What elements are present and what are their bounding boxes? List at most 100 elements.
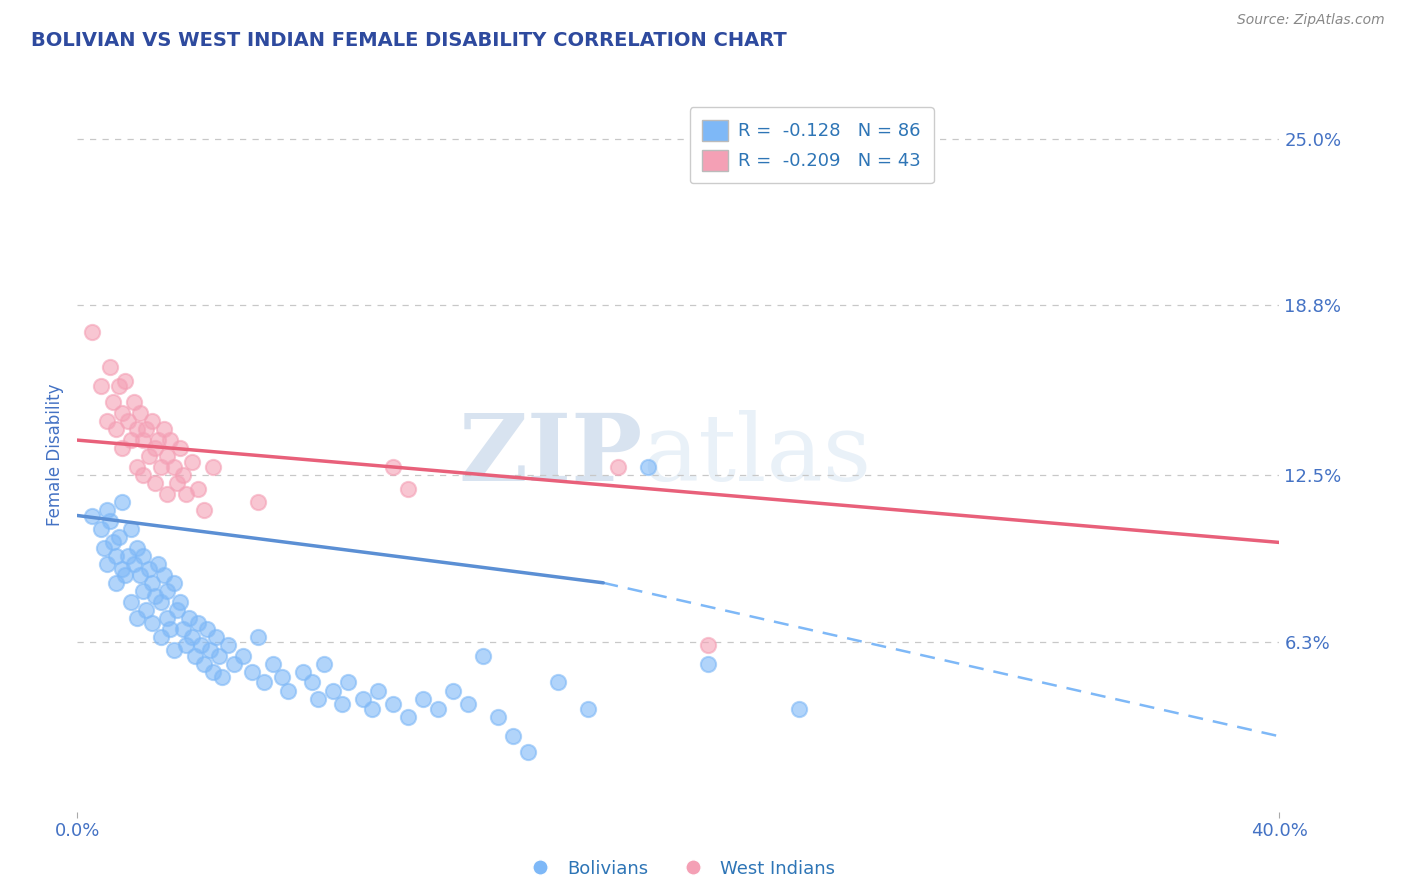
Point <box>138 450 160 464</box>
Point <box>277 683 299 698</box>
Point <box>301 675 323 690</box>
Point <box>150 595 173 609</box>
Point <box>105 422 128 436</box>
Point <box>193 503 215 517</box>
Point <box>472 648 495 663</box>
Point <box>246 495 269 509</box>
Point <box>222 657 245 671</box>
Point <box>117 414 139 428</box>
Point <box>381 697 404 711</box>
Legend: Bolivians, West Indians: Bolivians, West Indians <box>515 853 842 885</box>
Point <box>270 670 292 684</box>
Point <box>246 630 269 644</box>
Point <box>486 710 509 724</box>
Point <box>156 583 179 598</box>
Point <box>145 589 167 603</box>
Point <box>114 374 136 388</box>
Point <box>135 422 157 436</box>
Point <box>93 541 115 555</box>
Point <box>262 657 284 671</box>
Point <box>180 630 202 644</box>
Text: BOLIVIAN VS WEST INDIAN FEMALE DISABILITY CORRELATION CHART: BOLIVIAN VS WEST INDIAN FEMALE DISABILIT… <box>31 31 787 50</box>
Point <box>127 460 149 475</box>
Point <box>145 441 167 455</box>
Point <box>105 549 128 563</box>
Point <box>396 482 419 496</box>
Text: ZIP: ZIP <box>458 410 643 500</box>
Point <box>166 476 188 491</box>
Point <box>217 638 239 652</box>
Point <box>156 450 179 464</box>
Point <box>253 675 276 690</box>
Point <box>111 495 134 509</box>
Point <box>159 433 181 447</box>
Y-axis label: Female Disability: Female Disability <box>46 384 65 526</box>
Point <box>135 603 157 617</box>
Point <box>576 702 599 716</box>
Point <box>367 683 389 698</box>
Point <box>103 535 125 549</box>
Point <box>322 683 344 698</box>
Point <box>187 616 209 631</box>
Point <box>82 508 104 523</box>
Point <box>787 702 810 716</box>
Point <box>120 595 142 609</box>
Point <box>330 697 353 711</box>
Point <box>502 729 524 743</box>
Point <box>96 557 118 571</box>
Point <box>307 691 329 706</box>
Point <box>111 562 134 576</box>
Point <box>396 710 419 724</box>
Point <box>90 379 112 393</box>
Point <box>127 422 149 436</box>
Point <box>172 622 194 636</box>
Point <box>141 616 163 631</box>
Point <box>111 441 134 455</box>
Point <box>111 406 134 420</box>
Point <box>312 657 335 671</box>
Point <box>153 422 176 436</box>
Point <box>517 746 540 760</box>
Point <box>174 487 197 501</box>
Point <box>132 468 155 483</box>
Point <box>108 530 131 544</box>
Point <box>156 487 179 501</box>
Point <box>120 522 142 536</box>
Point <box>124 395 146 409</box>
Point <box>198 643 221 657</box>
Point <box>381 460 404 475</box>
Point <box>129 567 152 582</box>
Point <box>162 575 184 590</box>
Point <box>108 379 131 393</box>
Text: Source: ZipAtlas.com: Source: ZipAtlas.com <box>1237 13 1385 28</box>
Point <box>207 648 229 663</box>
Point <box>141 414 163 428</box>
Point <box>211 670 233 684</box>
Point <box>103 395 125 409</box>
Point <box>412 691 434 706</box>
Point <box>172 468 194 483</box>
Point <box>114 567 136 582</box>
Point <box>336 675 359 690</box>
Point <box>90 522 112 536</box>
Point <box>117 549 139 563</box>
Point <box>159 622 181 636</box>
Point <box>124 557 146 571</box>
Point <box>291 665 314 679</box>
Point <box>187 482 209 496</box>
Point <box>156 611 179 625</box>
Point <box>697 638 720 652</box>
Point <box>96 503 118 517</box>
Point <box>427 702 450 716</box>
Point <box>132 433 155 447</box>
Point <box>697 657 720 671</box>
Point <box>132 583 155 598</box>
Point <box>166 603 188 617</box>
Text: atlas: atlas <box>643 410 872 500</box>
Point <box>150 460 173 475</box>
Point <box>138 562 160 576</box>
Point <box>607 460 630 475</box>
Point <box>162 460 184 475</box>
Point <box>232 648 254 663</box>
Point <box>148 557 170 571</box>
